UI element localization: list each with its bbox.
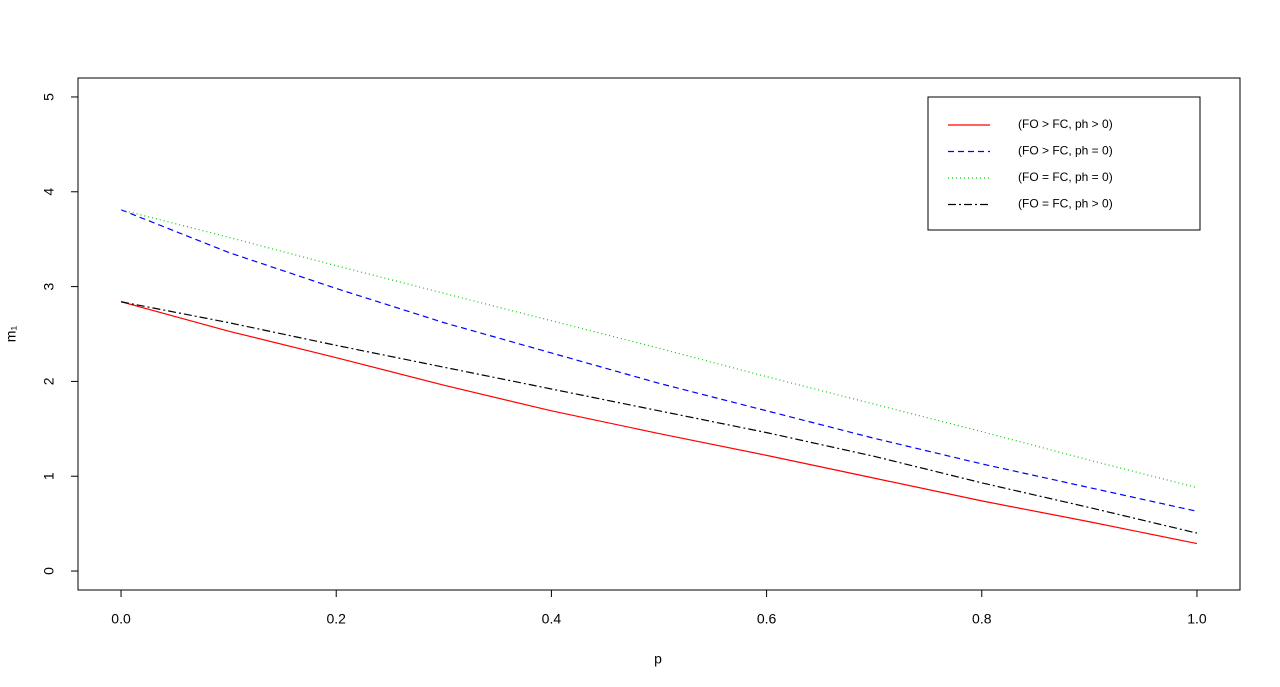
series-line <box>120 301 1198 534</box>
x-tick-label: 0.4 <box>542 611 562 627</box>
x-tick-label: 0.8 <box>972 611 992 627</box>
x-tick-label: 1.0 <box>1187 611 1207 627</box>
y-tick-label: 4 <box>41 188 57 196</box>
y-tick-label: 1 <box>41 472 57 480</box>
y-tick-label: 3 <box>41 282 57 290</box>
y-tick-label: 2 <box>41 377 57 385</box>
y-tick-label: 0 <box>41 567 57 575</box>
legend-label: (FO = FC, ph > 0) <box>1018 197 1113 211</box>
series-line <box>120 209 1198 489</box>
x-tick-label: 0.0 <box>111 611 131 627</box>
series-line <box>120 209 1198 512</box>
legend-box <box>927 96 1201 231</box>
legend-label: (FO = FC, ph = 0) <box>1018 170 1113 184</box>
y-tick-label: 5 <box>41 93 57 101</box>
legend-label: (FO > FC, ph > 0) <box>1018 117 1113 131</box>
legend-label: (FO > FC, ph = 0) <box>1018 144 1113 158</box>
x-tick-label: 0.2 <box>326 611 346 627</box>
series-line <box>120 301 1198 545</box>
plot-box <box>77 77 1241 591</box>
y-axis-label: m₁ <box>3 326 19 343</box>
x-tick-label: 0.6 <box>757 611 777 627</box>
x-axis-label: p <box>654 651 662 667</box>
